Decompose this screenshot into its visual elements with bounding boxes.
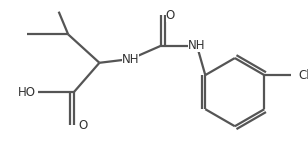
Text: Cl: Cl: [298, 69, 308, 82]
Text: NH: NH: [188, 39, 206, 52]
Text: O: O: [79, 119, 88, 132]
Text: NH: NH: [122, 53, 140, 65]
Text: O: O: [166, 9, 175, 22]
Text: HO: HO: [18, 86, 36, 99]
